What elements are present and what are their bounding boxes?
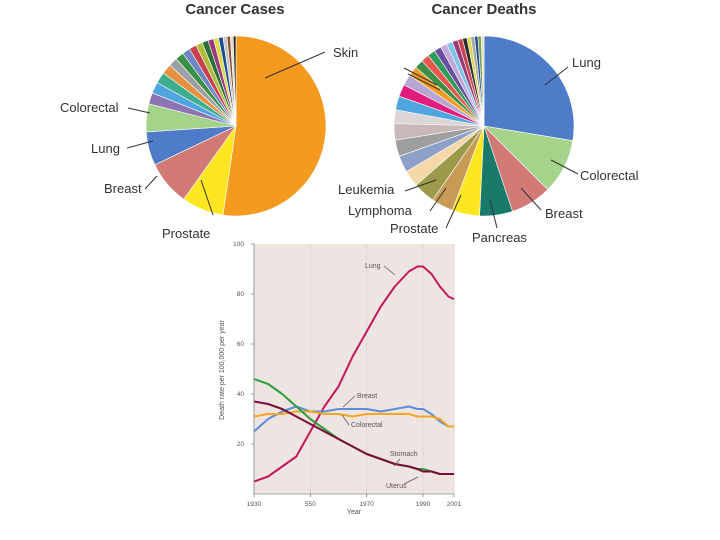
label-deaths-lung: Lung <box>572 55 601 70</box>
pie-cases-title: Cancer Cases <box>185 1 284 18</box>
leader-deaths-breast <box>520 187 542 211</box>
x-axis-label: Year <box>347 509 362 516</box>
annotation-uterus-leader <box>403 476 419 485</box>
pie-deaths <box>393 35 575 217</box>
x-tick-label-3: 1990 <box>416 501 431 508</box>
deaths-slice-lung <box>483 35 575 142</box>
leader-prostate <box>200 179 214 216</box>
y-tick-label-3: 80 <box>237 291 245 298</box>
annotation-colorectal-leader <box>341 414 350 426</box>
label-skin: Skin <box>333 45 358 60</box>
label-deaths-prostate: Prostate <box>390 221 438 236</box>
y-axis-label: Death rate per 100,000 per year <box>219 320 226 420</box>
y-tick-label-0: 20 <box>237 441 245 448</box>
series-lung <box>253 265 455 483</box>
leader-deaths-prostate <box>445 194 462 229</box>
label-colorectal: Colorectal <box>60 100 119 115</box>
leader-deaths-lung <box>544 66 569 86</box>
label-deaths-lymphoma: Lymphoma <box>348 203 413 218</box>
annotation-lung-leader <box>383 265 396 276</box>
leader-colorectal <box>127 107 151 114</box>
annotation-breast-leader <box>342 395 356 408</box>
x-tick-label-1: 550 <box>305 501 316 508</box>
y-tick-label-1: 40 <box>237 391 245 398</box>
annotation-breast: Breast <box>357 393 377 400</box>
label-lung: Lung <box>91 141 120 156</box>
pie-deaths-title: Cancer Deaths <box>431 1 536 18</box>
leader-skin <box>264 51 326 79</box>
annotation-stomach-leader <box>393 458 401 467</box>
leader-deaths-pancreas <box>489 199 498 229</box>
annotation-lung: Lung <box>365 263 381 270</box>
series-breast <box>253 405 454 433</box>
annotation-colorectal: Colorectal <box>351 422 383 429</box>
leader-lung <box>126 140 154 149</box>
leader-deaths-colorectal <box>550 159 579 175</box>
leader-deaths-lymphoma <box>429 187 447 212</box>
plot-ticks: 1930 550 1970 1990 2001 20 40 60 80 100 <box>233 241 461 508</box>
label-prostate: Prostate <box>162 226 210 241</box>
y-tick-label-4: 100 <box>233 241 244 248</box>
label-breast: Breast <box>104 181 142 196</box>
leader-deaths-small-2 <box>407 73 441 91</box>
cases-slice-21 <box>232 35 237 127</box>
x-tick-label-4: 2001 <box>447 501 462 508</box>
label-deaths-breast: Breast <box>545 206 583 221</box>
annotation-uterus: Uterus <box>386 483 407 490</box>
deaths-slice-29 <box>480 35 485 127</box>
label-deaths-colorectal: Colorectal <box>580 168 639 183</box>
x-tick-label-0: 1930 <box>247 501 262 508</box>
pie-cases <box>145 35 327 217</box>
plot-area <box>254 244 454 494</box>
label-deaths-leukemia: Leukemia <box>338 182 395 197</box>
y-tick-label-2: 60 <box>237 341 245 348</box>
leader-deaths-small-1 <box>403 67 438 86</box>
plot-series <box>253 265 455 483</box>
cases-slice-skin <box>222 35 327 217</box>
label-deaths-pancreas: Pancreas <box>472 230 527 245</box>
x-tick-label-2: 1970 <box>359 501 374 508</box>
leader-breast <box>144 175 158 190</box>
series-uterus <box>253 400 454 475</box>
series-colorectal <box>253 410 454 428</box>
leader-deaths-leukemia <box>404 179 437 192</box>
annotation-stomach: Stomach <box>390 451 418 458</box>
